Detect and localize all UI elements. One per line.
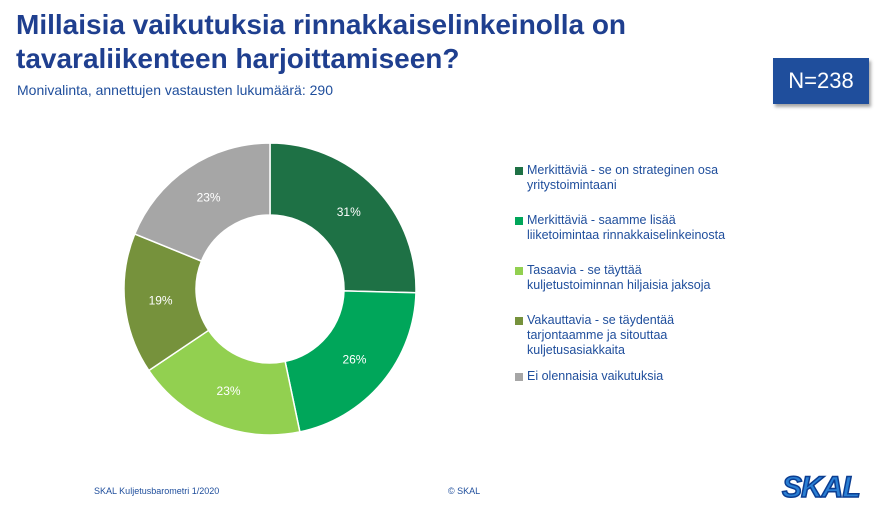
- slice-label: 31%: [337, 205, 361, 219]
- page-subtitle: Monivalinta, annettujen vastausten lukum…: [17, 82, 333, 98]
- legend-item: Merkittäviä - se on strateginen osa yrity…: [515, 163, 755, 193]
- legend-label: Ei olennaisia vaikutuksia: [527, 369, 664, 383]
- slice-label: 23%: [217, 384, 241, 398]
- legend-swatch: [515, 267, 523, 275]
- legend-swatch: [515, 373, 523, 381]
- sample-size-badge: N=238: [773, 58, 869, 104]
- legend-item: Ei olennaisia vaikutuksia: [515, 369, 755, 384]
- donut-slice: [269, 142, 417, 294]
- source-note: SKAL Kuljetusbarometri 1/2020: [94, 486, 220, 496]
- legend-swatch: [515, 317, 523, 325]
- legend-label: Tasaavia - se täyttää kuljetustoiminnan h…: [527, 263, 711, 292]
- donut-slice: [284, 290, 417, 433]
- donut-slice: [147, 329, 301, 436]
- svg-text:SKAL: SKAL: [782, 471, 860, 504]
- legend-swatch: [515, 167, 523, 175]
- legend-swatch: [515, 217, 523, 225]
- skal-logo: SKAL: [781, 470, 861, 504]
- chart-legend: Merkittäviä - se on strateginen osa yrity…: [515, 163, 755, 384]
- legend-item: Merkittäviä - saamme lisää liiketoimintaa…: [515, 213, 755, 243]
- slice-label: 19%: [149, 293, 173, 307]
- legend-label: Merkittäviä - se on strateginen osa yrity…: [527, 163, 719, 192]
- donut-slice: [133, 142, 271, 263]
- slice-label: 26%: [342, 352, 366, 366]
- legend-label: Vakauttavia - se täydentää tarjontaamme j…: [527, 313, 675, 357]
- slice-label: 23%: [197, 191, 221, 205]
- legend-label: Merkittäviä - saamme lisää liiketoimintaa…: [527, 213, 726, 242]
- legend-item: Vakauttavia - se täydentää tarjontaamme j…: [515, 313, 755, 358]
- page-title: Millaisia vaikutuksia rinnakkaiselinkein…: [16, 9, 627, 74]
- copyright-note: © SKAL: [448, 486, 481, 496]
- legend-item: Tasaavia - se täyttää kuljetustoiminnan h…: [515, 263, 755, 293]
